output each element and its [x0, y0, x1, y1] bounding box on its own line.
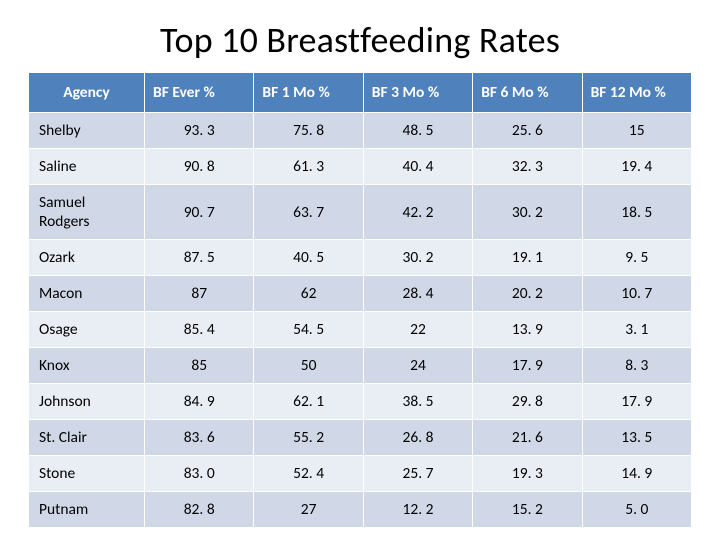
- cell-3mo: 26. 8: [363, 420, 472, 456]
- cell-agency: St. Clair: [29, 420, 145, 456]
- table-row: Macon 87 62 28. 4 20. 2 10. 7: [29, 276, 692, 312]
- cell-1mo: 27: [254, 492, 363, 528]
- cell-agency: Shelby: [29, 113, 145, 149]
- cell-agency: Macon: [29, 276, 145, 312]
- cell-1mo: 62. 1: [254, 384, 363, 420]
- cell-ever: 90. 7: [145, 185, 254, 240]
- col-ever: BF Ever %: [145, 73, 254, 113]
- cell-6mo: 25. 6: [473, 113, 582, 149]
- cell-1mo: 40. 5: [254, 240, 363, 276]
- cell-ever: 93. 3: [145, 113, 254, 149]
- cell-6mo: 29. 8: [473, 384, 582, 420]
- cell-3mo: 25. 7: [363, 456, 472, 492]
- table-row: Knox 85 50 24 17. 9 8. 3: [29, 348, 692, 384]
- cell-12mo: 13. 5: [582, 420, 691, 456]
- cell-ever: 82. 8: [145, 492, 254, 528]
- cell-3mo: 42. 2: [363, 185, 472, 240]
- table-row: Shelby 93. 3 75. 8 48. 5 25. 6 15: [29, 113, 692, 149]
- cell-12mo: 9. 5: [582, 240, 691, 276]
- table-row: Stone 83. 0 52. 4 25. 7 19. 3 14. 9: [29, 456, 692, 492]
- cell-3mo: 22: [363, 312, 472, 348]
- table-header: Agency BF Ever % BF 1 Mo % BF 3 Mo % BF …: [29, 73, 692, 113]
- cell-3mo: 24: [363, 348, 472, 384]
- cell-12mo: 15: [582, 113, 691, 149]
- cell-6mo: 17. 9: [473, 348, 582, 384]
- table-row: Osage 85. 4 54. 5 22 13. 9 3. 1: [29, 312, 692, 348]
- cell-6mo: 30. 2: [473, 185, 582, 240]
- cell-agency: Stone: [29, 456, 145, 492]
- cell-6mo: 32. 3: [473, 149, 582, 185]
- cell-1mo: 61. 3: [254, 149, 363, 185]
- table-row: St. Clair 83. 6 55. 2 26. 8 21. 6 13. 5: [29, 420, 692, 456]
- cell-agency: Ozark: [29, 240, 145, 276]
- cell-12mo: 19. 4: [582, 149, 691, 185]
- rates-table: Agency BF Ever % BF 1 Mo % BF 3 Mo % BF …: [28, 72, 692, 528]
- cell-ever: 90. 8: [145, 149, 254, 185]
- cell-12mo: 5. 0: [582, 492, 691, 528]
- cell-1mo: 63. 7: [254, 185, 363, 240]
- cell-1mo: 52. 4: [254, 456, 363, 492]
- cell-6mo: 15. 2: [473, 492, 582, 528]
- cell-12mo: 14. 9: [582, 456, 691, 492]
- cell-agency: Osage: [29, 312, 145, 348]
- cell-3mo: 48. 5: [363, 113, 472, 149]
- table-row: Saline 90. 8 61. 3 40. 4 32. 3 19. 4: [29, 149, 692, 185]
- cell-3mo: 38. 5: [363, 384, 472, 420]
- page-title: Top 10 Breastfeeding Rates: [28, 18, 692, 62]
- cell-ever: 85. 4: [145, 312, 254, 348]
- cell-1mo: 62: [254, 276, 363, 312]
- table-row: Ozark 87. 5 40. 5 30. 2 19. 1 9. 5: [29, 240, 692, 276]
- cell-12mo: 8. 3: [582, 348, 691, 384]
- cell-12mo: 18. 5: [582, 185, 691, 240]
- cell-agency: Saline: [29, 149, 145, 185]
- cell-6mo: 21. 6: [473, 420, 582, 456]
- cell-1mo: 54. 5: [254, 312, 363, 348]
- cell-3mo: 12. 2: [363, 492, 472, 528]
- cell-agency: Samuel Rodgers: [29, 185, 145, 240]
- cell-6mo: 19. 3: [473, 456, 582, 492]
- cell-ever: 85: [145, 348, 254, 384]
- cell-1mo: 50: [254, 348, 363, 384]
- cell-3mo: 40. 4: [363, 149, 472, 185]
- cell-1mo: 55. 2: [254, 420, 363, 456]
- cell-6mo: 13. 9: [473, 312, 582, 348]
- cell-12mo: 3. 1: [582, 312, 691, 348]
- cell-ever: 83. 6: [145, 420, 254, 456]
- table-row: Putnam 82. 8 27 12. 2 15. 2 5. 0: [29, 492, 692, 528]
- table-row: Samuel Rodgers 90. 7 63. 7 42. 2 30. 2 1…: [29, 185, 692, 240]
- cell-12mo: 17. 9: [582, 384, 691, 420]
- col-12mo: BF 12 Mo %: [582, 73, 691, 113]
- col-6mo: BF 6 Mo %: [473, 73, 582, 113]
- cell-agency: Knox: [29, 348, 145, 384]
- cell-ever: 87: [145, 276, 254, 312]
- cell-1mo: 75. 8: [254, 113, 363, 149]
- slide: Top 10 Breastfeeding Rates Agency BF Eve…: [0, 0, 720, 540]
- table-row: Johnson 84. 9 62. 1 38. 5 29. 8 17. 9: [29, 384, 692, 420]
- cell-3mo: 30. 2: [363, 240, 472, 276]
- cell-6mo: 19. 1: [473, 240, 582, 276]
- cell-ever: 83. 0: [145, 456, 254, 492]
- col-3mo: BF 3 Mo %: [363, 73, 472, 113]
- cell-12mo: 10. 7: [582, 276, 691, 312]
- cell-3mo: 28. 4: [363, 276, 472, 312]
- col-agency: Agency: [29, 73, 145, 113]
- cell-agency: Johnson: [29, 384, 145, 420]
- cell-ever: 84. 9: [145, 384, 254, 420]
- col-1mo: BF 1 Mo %: [254, 73, 363, 113]
- cell-6mo: 20. 2: [473, 276, 582, 312]
- table-body: Shelby 93. 3 75. 8 48. 5 25. 6 15 Saline…: [29, 113, 692, 528]
- cell-agency: Putnam: [29, 492, 145, 528]
- cell-ever: 87. 5: [145, 240, 254, 276]
